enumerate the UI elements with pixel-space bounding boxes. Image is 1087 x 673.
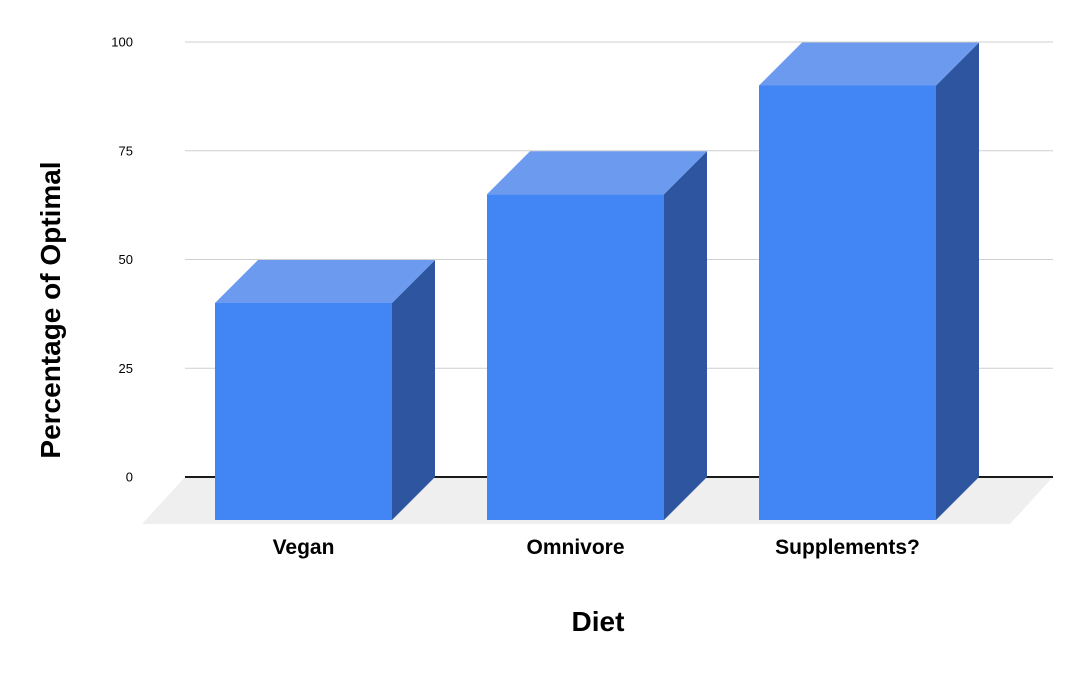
bar-supplements-front-face: [759, 85, 936, 520]
bar-supplements-top-face: [759, 42, 979, 86]
category-label-vegan: Vegan: [273, 536, 335, 559]
bar-omnivore-side-face: [664, 151, 707, 520]
bar-omnivore-top-face: [487, 151, 707, 195]
x-axis-title: Diet: [571, 606, 625, 637]
bar-vegan-front-face: [215, 303, 392, 520]
bar-vegan-side-face: [392, 260, 435, 520]
bar-vegan-top-face: [215, 260, 435, 303]
bar-omnivore-front-face: [487, 194, 664, 520]
y-tick-label: 25: [119, 361, 133, 376]
category-label-supplements: Supplements?: [775, 536, 920, 559]
y-tick-label: 100: [111, 35, 133, 50]
y-tick-label: 50: [119, 252, 133, 267]
category-label-omnivore: Omnivore: [526, 536, 624, 559]
y-tick-label: 0: [126, 470, 133, 485]
bar-supplements-side-face: [936, 42, 979, 520]
y-axis-title: Percentage of Optimal: [35, 161, 66, 459]
y-tick-label: 75: [119, 143, 133, 158]
